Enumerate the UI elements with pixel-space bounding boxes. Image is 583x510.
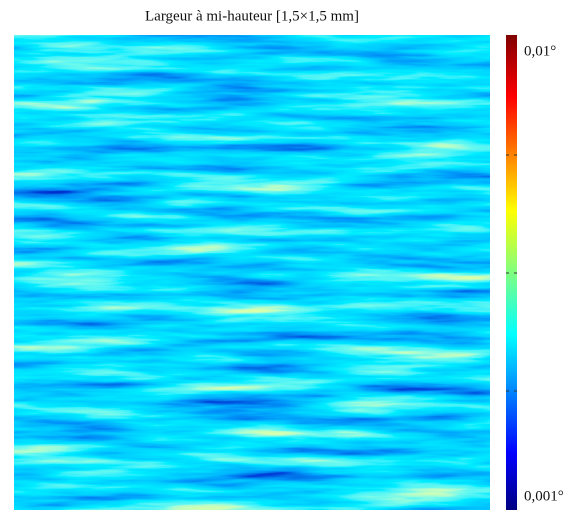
colorbar-min-label: 0,001° <box>524 488 564 504</box>
colorbar-max-label: 0,01° <box>524 43 556 59</box>
colorbar-ticks <box>506 154 517 392</box>
map-image <box>14 35 490 510</box>
title: Largeur à mi-hauteur [1,5×1,5 mm] <box>145 8 359 24</box>
colorbar <box>506 35 517 510</box>
